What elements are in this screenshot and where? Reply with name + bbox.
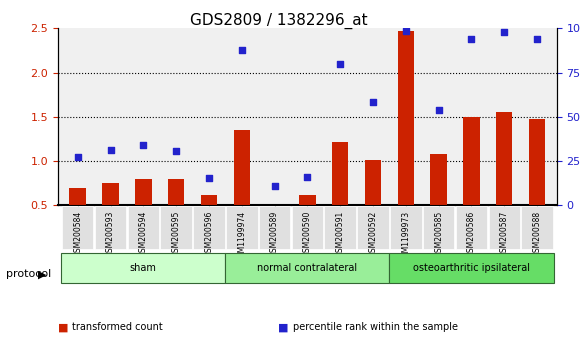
Point bbox=[172, 149, 181, 154]
Bar bbox=[496, 113, 513, 205]
Bar bbox=[529, 119, 545, 205]
Text: GSM200584: GSM200584 bbox=[73, 211, 82, 257]
Text: osteoarthritic ipsilateral: osteoarthritic ipsilateral bbox=[413, 263, 530, 273]
Bar bbox=[135, 179, 151, 205]
Text: GSM200592: GSM200592 bbox=[368, 211, 378, 257]
Text: GSM200585: GSM200585 bbox=[434, 211, 443, 257]
Text: GSM1199974: GSM1199974 bbox=[237, 211, 246, 262]
Bar bbox=[299, 195, 316, 205]
Bar bbox=[102, 183, 119, 205]
Point bbox=[401, 28, 411, 34]
Bar bbox=[430, 154, 447, 205]
FancyBboxPatch shape bbox=[324, 206, 356, 249]
Point bbox=[139, 142, 148, 148]
Text: percentile rank within the sample: percentile rank within the sample bbox=[293, 322, 458, 332]
Text: protocol: protocol bbox=[6, 269, 51, 279]
Text: GSM200588: GSM200588 bbox=[532, 211, 542, 257]
Bar bbox=[234, 130, 250, 205]
Text: normal contralateral: normal contralateral bbox=[258, 263, 357, 273]
Point bbox=[336, 61, 345, 67]
FancyBboxPatch shape bbox=[161, 206, 192, 249]
Point bbox=[106, 148, 115, 153]
FancyBboxPatch shape bbox=[259, 206, 291, 249]
Text: GSM1199973: GSM1199973 bbox=[401, 211, 410, 262]
Text: ▶: ▶ bbox=[38, 269, 46, 279]
FancyBboxPatch shape bbox=[357, 206, 389, 249]
FancyBboxPatch shape bbox=[292, 206, 323, 249]
Point bbox=[532, 36, 542, 42]
Text: GSM200586: GSM200586 bbox=[467, 211, 476, 257]
FancyBboxPatch shape bbox=[423, 206, 454, 249]
Point bbox=[467, 36, 476, 42]
Text: transformed count: transformed count bbox=[72, 322, 163, 332]
FancyBboxPatch shape bbox=[95, 206, 126, 249]
FancyBboxPatch shape bbox=[521, 206, 553, 249]
Text: GSM200590: GSM200590 bbox=[303, 211, 312, 257]
Text: GDS2809 / 1382296_at: GDS2809 / 1382296_at bbox=[190, 12, 367, 29]
Point bbox=[237, 48, 246, 53]
Point bbox=[368, 99, 378, 105]
Bar bbox=[463, 117, 480, 205]
Point bbox=[434, 107, 443, 113]
Point bbox=[73, 154, 82, 159]
Text: GSM200596: GSM200596 bbox=[205, 211, 213, 257]
FancyBboxPatch shape bbox=[226, 253, 389, 283]
Point bbox=[270, 183, 279, 189]
Bar bbox=[365, 160, 381, 205]
Bar bbox=[332, 142, 349, 205]
Text: GSM200595: GSM200595 bbox=[172, 211, 180, 257]
FancyBboxPatch shape bbox=[456, 206, 487, 249]
FancyBboxPatch shape bbox=[62, 206, 93, 249]
Text: sham: sham bbox=[130, 263, 157, 273]
Text: ■: ■ bbox=[278, 322, 289, 332]
FancyBboxPatch shape bbox=[193, 206, 224, 249]
Bar bbox=[398, 31, 414, 205]
Text: GSM200594: GSM200594 bbox=[139, 211, 148, 257]
Text: GSM200587: GSM200587 bbox=[500, 211, 509, 257]
FancyBboxPatch shape bbox=[226, 206, 258, 249]
Bar bbox=[201, 195, 217, 205]
Point bbox=[499, 29, 509, 35]
Bar bbox=[70, 188, 86, 205]
FancyBboxPatch shape bbox=[61, 253, 226, 283]
Bar bbox=[168, 179, 184, 205]
Text: GSM200591: GSM200591 bbox=[336, 211, 345, 257]
FancyBboxPatch shape bbox=[390, 206, 422, 249]
FancyBboxPatch shape bbox=[128, 206, 159, 249]
Text: ■: ■ bbox=[58, 322, 68, 332]
Text: GSM200593: GSM200593 bbox=[106, 211, 115, 257]
Point bbox=[204, 175, 213, 181]
Point bbox=[303, 174, 312, 180]
FancyBboxPatch shape bbox=[488, 206, 520, 249]
FancyBboxPatch shape bbox=[389, 253, 553, 283]
Text: GSM200589: GSM200589 bbox=[270, 211, 279, 257]
